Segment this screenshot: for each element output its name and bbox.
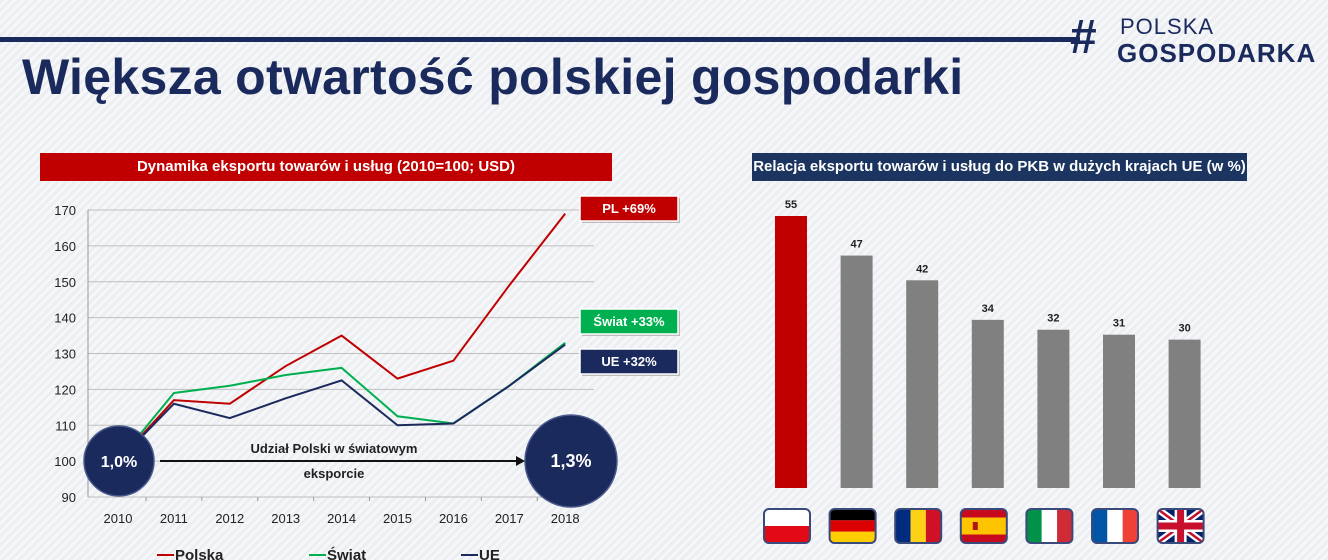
flag-poland-icon [763,508,811,544]
y-tick-label: 160 [54,239,76,254]
bar-value-label: 32 [1047,313,1059,325]
legend-label: Świat [327,546,366,560]
flag-stripe [910,509,926,543]
series-line-Polska [117,212,566,462]
annotation-label: UE +32% [601,354,657,369]
bar-value-label: 31 [1113,318,1125,330]
flag-border [1091,508,1139,544]
bar-Francja [1103,334,1135,488]
flag-body [1157,509,1204,543]
flag-stripe [829,520,876,532]
x-tick-label: 2015 [383,511,412,526]
flag-stripe [1041,509,1058,543]
flag-border [828,508,877,544]
bar-Rumunia [906,280,939,488]
x-tick-label: 2014 [327,511,356,526]
header-rule [0,37,1080,42]
bar-Hiszpania [971,319,1004,488]
flag-border [894,508,943,544]
y-tick-label: 120 [54,382,76,397]
x-tick-label: 2013 [271,511,300,526]
bar-value-label: 55 [785,199,797,211]
flag-stripe [972,522,978,530]
flag-body [1092,509,1138,543]
legend-label: UE [479,547,500,560]
y-tick-label: 90 [62,490,76,505]
y-tick-label: 150 [54,275,76,290]
flag-body [764,509,810,543]
x-tick-label: 2016 [439,511,468,526]
flag-stripe [1122,509,1138,543]
legend-label: Polska [175,547,224,560]
flag-border [959,508,1008,544]
logo-hash: # [1070,11,1097,64]
bar-Wielka Brytania [1168,339,1201,488]
share-start-circle [83,425,155,497]
share-caption-line1: Udział Polski w światowym [251,441,418,456]
bar-value-label: 47 [850,239,862,251]
flag-stripe [1057,509,1073,543]
flag-stripe [1157,522,1204,530]
flag-stripe [1026,509,1042,543]
bar-value-label: 34 [982,303,995,315]
flag-stripe [1092,509,1108,543]
bar-Włochy [1037,329,1070,488]
flag-stripe [829,531,876,543]
y-tick-label: 170 [54,203,76,218]
x-tick-label: 2010 [104,511,133,526]
flag-stripe [764,526,810,543]
share-start-label: 1,0% [101,454,137,471]
y-tick-label: 110 [55,418,76,433]
flag-border [1025,508,1074,544]
flag-stripe [925,509,942,543]
line-chart-title: Dynamika eksportu towarów i usług (2010=… [40,153,612,181]
bar-value-label: 42 [916,263,928,275]
flag-stripe [764,509,810,526]
logo-line2: GOSPODARKA [1117,38,1317,68]
flag-uk-icon [1156,508,1205,544]
x-tick-label: 2017 [495,511,524,526]
flag-germany-icon [828,508,877,544]
flag-stripe [895,509,911,543]
bar-chart-title: Relacja eksportu towarów i usług do PKB … [752,153,1247,181]
flag-france-icon [1091,508,1139,544]
series-line-UE [117,343,566,462]
flag-stripe [960,517,1007,535]
flag-stripe [1107,509,1123,543]
annotation-box [579,195,679,222]
y-tick-label: 100 [54,454,76,469]
flag-border [1156,508,1205,544]
flag-romania-icon [894,508,943,544]
bar-Polska [775,216,807,488]
y-tick-label: 130 [54,347,76,362]
annotation-box [579,348,679,375]
bar-Niemcy [840,255,873,488]
flag-body [960,509,1007,543]
flag-spain-icon [959,508,1008,544]
y-tick-label: 140 [54,311,76,326]
annotation-label: Świat +33% [593,314,665,329]
annotation-label: PL +69% [602,201,656,216]
flag-stripe [829,509,876,521]
bar-value-label: 30 [1178,323,1190,335]
arrow-head-icon [516,456,525,466]
flag-body [895,509,942,543]
page-title: Większa otwartość polskiej gospodarki [22,49,964,105]
flag-border [763,508,811,544]
flag-body [1026,509,1073,543]
x-tick-label: 2011 [160,511,188,526]
share-caption-line2: eksporcie [304,466,365,481]
x-tick-label: 2012 [215,511,244,526]
flag-body [829,509,876,543]
share-end-label: 1,3% [550,451,591,471]
annotation-box [579,308,679,335]
x-tick-label: 2018 [551,511,580,526]
flag-italy-icon [1025,508,1074,544]
logo-line1: POLSKA [1120,14,1215,39]
